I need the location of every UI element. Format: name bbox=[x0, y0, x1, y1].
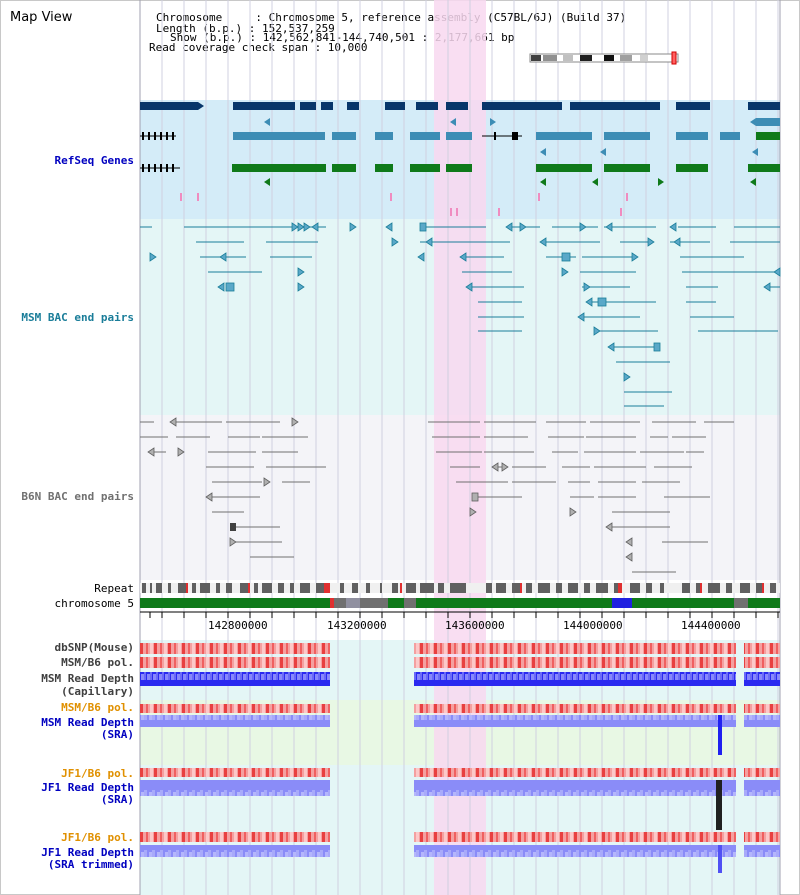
msm-depth-sra-label: MSM Read Depth bbox=[41, 716, 134, 729]
msm-depth-capillary-sublabel: (Capillary) bbox=[61, 685, 134, 698]
msm-b6-pol-sra-label: MSM/B6 pol. bbox=[61, 701, 134, 714]
jf1-depth-trimmed-sublabel: (SRA trimmed) bbox=[47, 858, 134, 871]
axis-tick-label: 144400000 bbox=[681, 619, 741, 632]
length-info: Length (b.p.) : 152,537,259 bbox=[156, 22, 335, 35]
repeat-label: Repeat bbox=[94, 582, 134, 595]
axis-tick-label: 142800000 bbox=[208, 619, 268, 632]
refseq-genes-label[interactable]: RefSeq Genes bbox=[54, 154, 134, 167]
msm-bac-label[interactable]: MSM BAC end pairs bbox=[21, 311, 134, 324]
selected-region-highlight[interactable] bbox=[434, 0, 486, 895]
chromosome-label: chromosome 5 bbox=[54, 597, 134, 610]
jf1-depth-sra-label: JF1 Read Depth bbox=[41, 781, 134, 794]
dbsnp-label: dbSNP(Mouse) bbox=[54, 641, 134, 654]
map-view-title: Map View bbox=[10, 10, 73, 25]
jf1-b6-pol-label: JF1/B6 pol. bbox=[61, 767, 134, 780]
axis-tick-label: 144000000 bbox=[563, 619, 623, 632]
jf1-depth-sra-sublabel: (SRA) bbox=[100, 793, 134, 806]
axis-tick-label: 143200000 bbox=[327, 619, 387, 632]
b6n-bac-label[interactable]: B6N BAC end pairs bbox=[21, 490, 134, 503]
msm-depth-sra-sublabel: (SRA) bbox=[100, 728, 134, 741]
jf1-b6-pol-trimmed-label: JF1/B6 pol. bbox=[61, 831, 134, 844]
msm-b6-pol-label: MSM/B6 pol. bbox=[61, 656, 134, 669]
msm-depth-capillary-label: MSM Read Depth bbox=[41, 672, 134, 685]
jf1-depth-trimmed-label: JF1 Read Depth bbox=[41, 846, 134, 859]
axis-tick-label: 143600000 bbox=[445, 619, 505, 632]
